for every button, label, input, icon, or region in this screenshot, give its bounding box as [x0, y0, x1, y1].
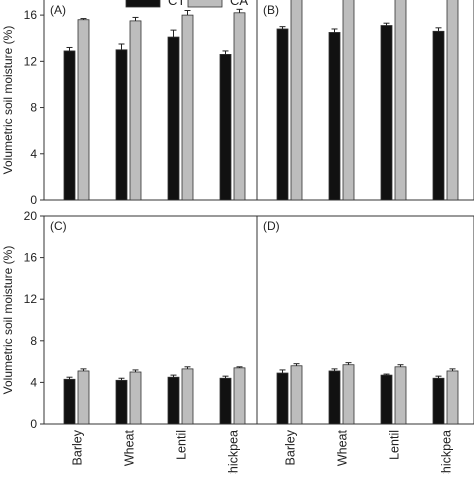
y-axis-label: Volumetric soil moisture (%): [1, 26, 15, 175]
panel-label: (B): [263, 3, 279, 17]
bar-ca: [446, 370, 459, 425]
y-tick-label: 0: [30, 193, 37, 207]
x-category-label: Lentil: [175, 430, 189, 460]
bar-ct: [276, 28, 289, 201]
y-tick-label: 8: [30, 101, 37, 115]
bar-ct: [167, 376, 180, 425]
x-category-label: Chickpea: [440, 430, 454, 474]
y-tick-label: 16: [24, 8, 38, 22]
bar-ca: [342, 0, 355, 201]
x-category-label: Chickpea: [227, 430, 241, 474]
bar-ct: [63, 378, 76, 425]
y-tick-label: 4: [30, 375, 37, 389]
bar-ct: [115, 49, 128, 201]
legend-label-ca: CA: [230, 0, 248, 8]
legend-swatch-ca: [187, 0, 223, 8]
y-tick-label: 12: [24, 292, 38, 306]
y-tick-label: 20: [24, 209, 38, 223]
panel-label: (C): [50, 219, 67, 233]
bar-ct: [328, 32, 341, 201]
bar-ct: [328, 370, 341, 425]
bar-ca: [233, 367, 246, 425]
bar-ca: [290, 365, 303, 425]
bar-ca: [446, 0, 459, 201]
x-category-label: Wheat: [123, 429, 137, 466]
x-category-label: Barley: [71, 429, 85, 465]
bar-ca: [77, 370, 90, 425]
y-tick-label: 8: [30, 334, 37, 348]
panel-frame: [256, 215, 474, 425]
bar-ca: [129, 20, 142, 201]
y-tick-label: 12: [24, 54, 38, 68]
bar-ct: [380, 25, 393, 201]
bar-ct: [63, 50, 76, 201]
panel-frame: [256, 0, 474, 201]
bar-ct: [276, 372, 289, 425]
legend-swatch-ct: [125, 0, 161, 8]
x-category-label: Barley: [284, 429, 298, 465]
legend-label-ct: CT: [168, 0, 185, 8]
y-tick-label: 0: [30, 417, 37, 431]
bar-ct: [432, 30, 445, 201]
bar-ca: [394, 0, 407, 201]
bar-ca: [233, 12, 246, 201]
bar-ca: [181, 14, 194, 201]
y-axis-label: Volumetric soil moisture (%): [1, 246, 15, 395]
bar-ct: [167, 36, 180, 201]
bar-ct: [115, 379, 128, 425]
panel-label: (A): [50, 3, 66, 17]
y-tick-label: 4: [30, 147, 37, 161]
bar-ct: [432, 377, 445, 425]
bar-ct: [380, 374, 393, 425]
bar-ca: [342, 364, 355, 425]
bar-ca: [394, 366, 407, 425]
y-tick-label: 16: [24, 251, 38, 265]
bar-ca: [129, 371, 142, 425]
x-category-label: Wheat: [336, 429, 350, 466]
x-category-label: Lentil: [388, 430, 402, 460]
panel-label: (D): [263, 219, 280, 233]
bar-ct: [219, 54, 232, 201]
bar-ct: [219, 377, 232, 425]
bar-ca: [181, 368, 194, 425]
bar-ca: [77, 19, 90, 201]
bar-ca: [290, 0, 303, 201]
